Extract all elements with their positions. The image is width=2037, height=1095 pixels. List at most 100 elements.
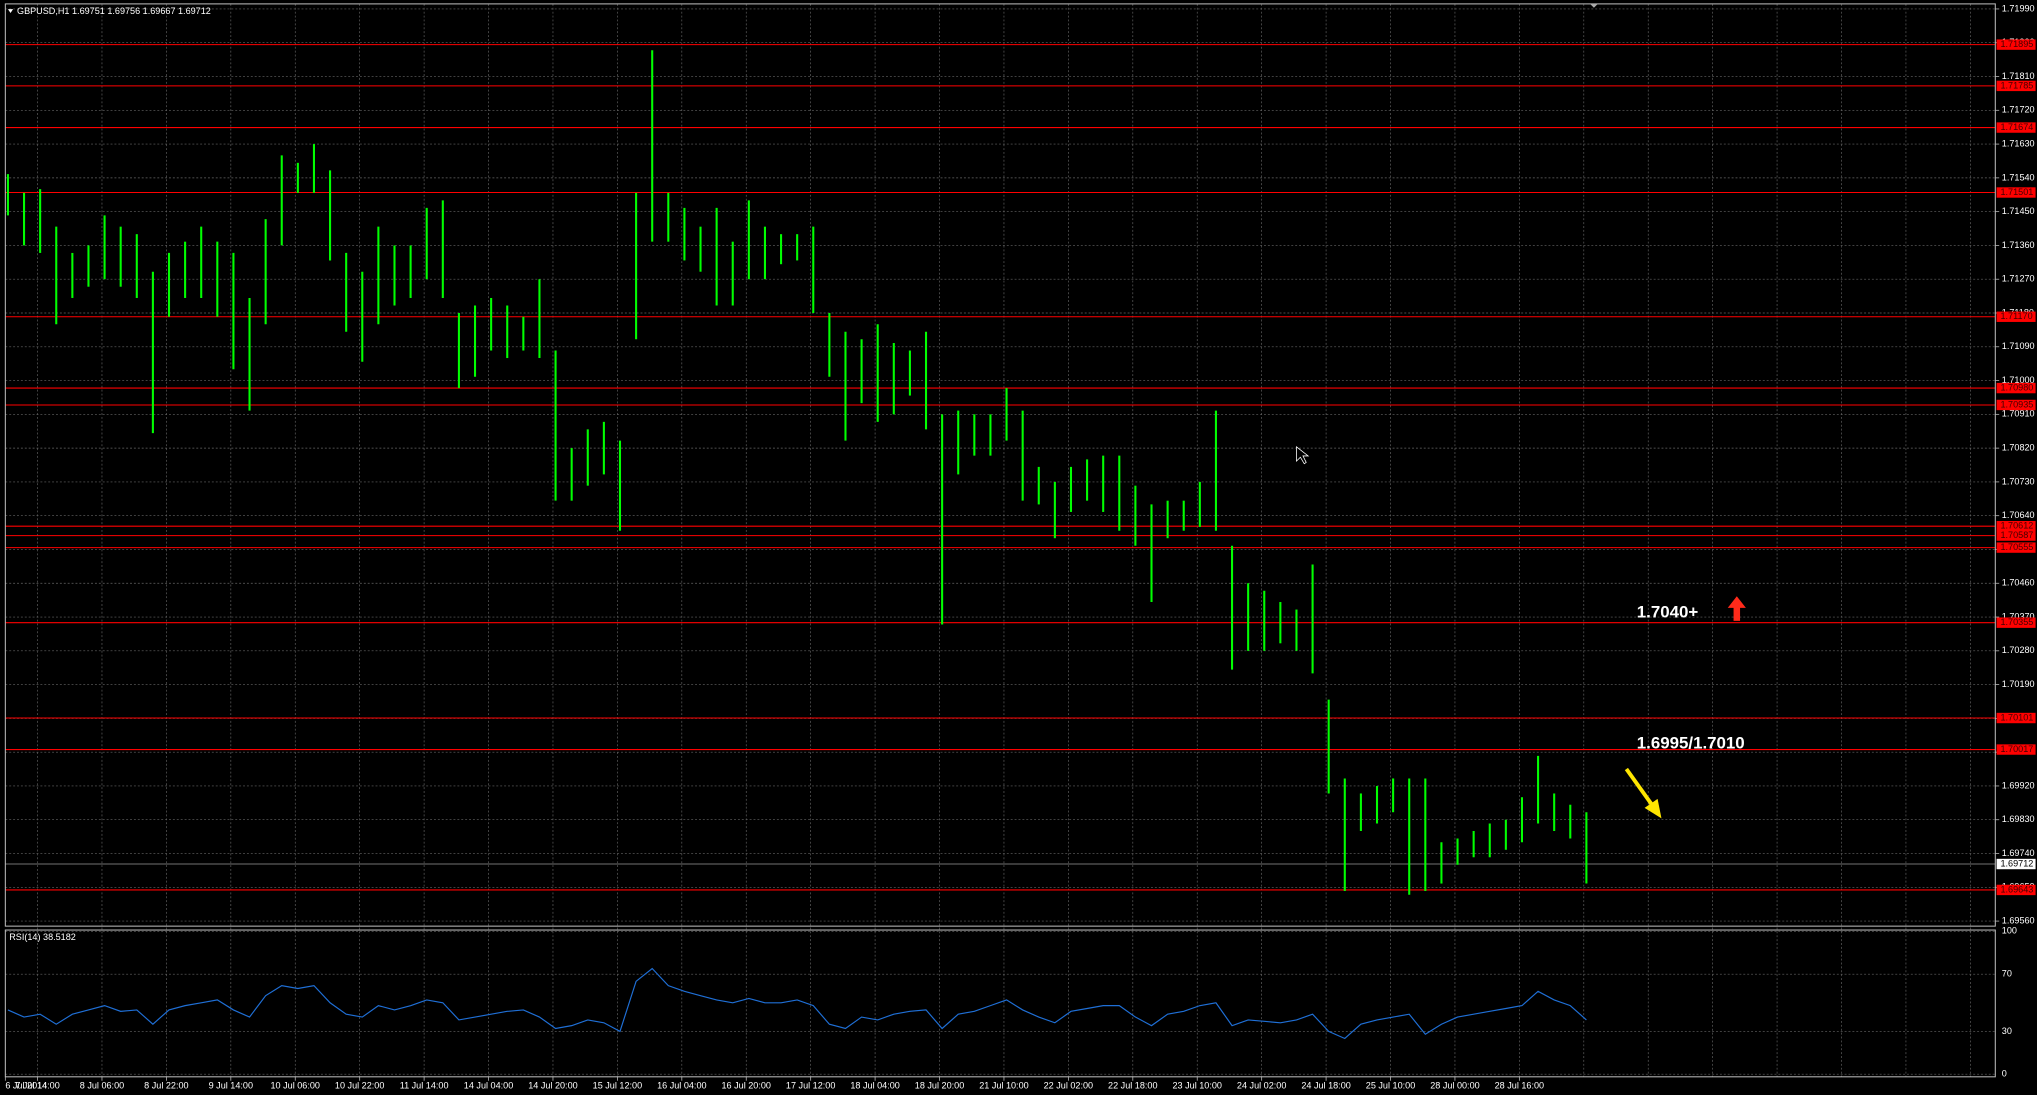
down-arrow	[1624, 767, 1662, 819]
level-label: 1.70612	[2000, 521, 2033, 531]
level-label: 1.71785	[2000, 80, 2033, 90]
y-tick-label: 1.71090	[2002, 341, 2035, 351]
x-tick-label: 14 Jul 04:00	[464, 1080, 513, 1090]
rsi-line	[7, 967, 1587, 1040]
level-box	[1996, 884, 2036, 896]
y-tick-label: 1.71270	[2002, 274, 2035, 284]
level-label: 1.71170	[2000, 311, 2032, 321]
annotation: 1.6995/1.7010	[1637, 734, 1745, 753]
y-tick-label: 1.70280	[2002, 645, 2035, 655]
x-tick-label: 7 Jul 14:00	[15, 1080, 59, 1090]
foreground-layer: 1.71895 1.71785 1.71674 1.71501 1.71170 1.709…	[5, 39, 2036, 1090]
y-tick-label: 1.71630	[2002, 138, 2035, 148]
y-tick-label: 1.71810	[2002, 71, 2035, 81]
y-tick-label: 1.70910	[2002, 409, 2035, 419]
y-tick-label: 1.69740	[2002, 848, 2035, 858]
x-tick-label: 22 Jul 02:00	[1044, 1080, 1093, 1090]
x-tick-label: 28 Jul 16:00	[1495, 1080, 1544, 1090]
y-tick-label: 1.71000	[2002, 375, 2035, 385]
rsi-tick-label: 70	[2002, 969, 2012, 979]
arrow-head	[1644, 798, 1662, 819]
up-arrow	[1727, 596, 1746, 621]
y-tick-label: 1.70370	[2002, 611, 2035, 621]
level-label: 1.70555	[2000, 542, 2033, 552]
y-tick-label: 1.70460	[2002, 578, 2035, 588]
y-tick-label: 1.71540	[2002, 172, 2035, 182]
shift-marker	[1590, 3, 1598, 8]
x-tick-label: 18 Jul 04:00	[850, 1080, 899, 1090]
x-tick-label: 11 Jul 14:00	[400, 1080, 449, 1090]
x-tick-label: 16 Jul 20:00	[722, 1080, 771, 1090]
x-tick-label: 15 Jul 12:00	[593, 1080, 642, 1090]
level-label: 1.70355	[2000, 617, 2033, 627]
x-tick-label: 8 Jul 06:00	[80, 1080, 124, 1090]
x-tick-label: 21 Jul 10:00	[979, 1080, 1028, 1090]
level-box	[1996, 399, 2036, 411]
bars-layer	[6, 50, 1588, 1040]
level-box	[1996, 712, 2036, 724]
x-tick-label: 8 Jul 22:00	[144, 1080, 188, 1090]
level-label: 1.71501	[2000, 187, 2033, 197]
x-tick-label: 28 Jul 00:00	[1430, 1080, 1479, 1090]
level-label: 1.69643	[2000, 884, 2033, 894]
level-box	[1996, 744, 2036, 755]
level-label: 1.70587	[2000, 530, 2033, 540]
y-tick-label: 1.70820	[2002, 443, 2035, 453]
x-tick-label: 23 Jul 10:00	[1172, 1080, 1221, 1090]
x-tick-label: 14 Jul 20:00	[528, 1080, 577, 1090]
level-label: 1.70935	[2000, 399, 2033, 409]
level-box	[1996, 187, 2036, 198]
y-tick-label: 1.69560	[2002, 915, 2035, 925]
level-box	[1996, 617, 2036, 628]
menu-triangle[interactable]	[7, 9, 14, 13]
x-tick-label: 25 Jul 10:00	[1366, 1080, 1415, 1090]
x-tick-label: 10 Jul 06:00	[271, 1080, 320, 1090]
y-tick-label: 1.71360	[2002, 240, 2035, 250]
level-label: 1.70101	[2000, 712, 2033, 722]
x-tick-label: 22 Jul 18:00	[1108, 1080, 1157, 1090]
level-box	[1996, 122, 2036, 133]
annotation: 1.7040+	[1637, 603, 1699, 622]
x-tick-label: 16 Jul 04:00	[657, 1080, 706, 1090]
rsi-tick-label: 30	[2002, 1026, 2012, 1036]
chart-title: GBPUSD,H1 1.69751 1.69756 1.69667 1.6971…	[17, 6, 211, 16]
level-box	[1996, 521, 2036, 532]
mouse-cursor	[1296, 446, 1310, 465]
y-tick-label: 1.69830	[2002, 814, 2035, 824]
level-box	[1996, 542, 2036, 553]
x-tick-label: 10 Jul 22:00	[335, 1080, 384, 1090]
level-box	[1996, 530, 2036, 541]
y-tick-label: 1.71720	[2002, 105, 2035, 115]
grid-layer: 1.719901.719001.718101.717201.716301.715…	[4, 3, 2035, 1081]
y-tick-label: 1.70640	[2002, 510, 2035, 520]
level-label: 1.70980	[2000, 382, 2033, 392]
y-tick-label: 1.70190	[2002, 679, 2035, 689]
level-label: 1.71895	[2000, 39, 2033, 49]
level-box	[1996, 382, 2036, 394]
rsi-frame	[4, 929, 1996, 1078]
rsi-tick-label: 100	[2002, 926, 2017, 936]
x-tick-label: 24 Jul 18:00	[1301, 1080, 1350, 1090]
level-box	[1996, 80, 2036, 92]
y-tick-label: 1.71990	[2002, 3, 2035, 13]
level-label: 1.70017	[2000, 744, 2033, 754]
y-tick-label: 1.69920	[2002, 780, 2035, 790]
x-tick-label: 24 Jul 02:00	[1237, 1080, 1286, 1090]
x-tick-label: 9 Jul 14:00	[209, 1080, 253, 1090]
y-tick-label: 1.71450	[2002, 206, 2035, 216]
level-label: 1.71674	[2000, 122, 2033, 132]
x-tick-label: 18 Jul 20:00	[915, 1080, 964, 1090]
last-price-label: 1.69712	[2000, 858, 2033, 868]
rsi-tick-label: 0	[2002, 1069, 2007, 1079]
last-price-box	[1996, 858, 2036, 870]
level-box	[1996, 39, 2036, 50]
y-tick-label: 1.70730	[2002, 476, 2035, 486]
rsi-title: RSI(14) 38.5182	[9, 932, 76, 942]
arrow-shaft	[1624, 767, 1654, 807]
levels-layer	[5, 44, 1996, 891]
level-box	[1996, 311, 2036, 322]
price-frame	[4, 3, 1996, 927]
x-tick-label: 6 Jul 2014	[5, 1080, 47, 1090]
x-tick-label: 17 Jul 12:00	[786, 1080, 835, 1090]
